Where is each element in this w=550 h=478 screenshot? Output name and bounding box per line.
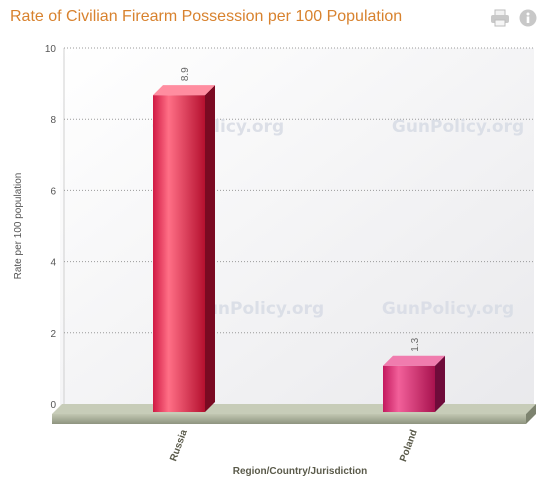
y-tick-label: 0 <box>50 400 56 411</box>
floor-front <box>52 414 526 424</box>
bar-top <box>383 355 445 366</box>
y-tick-labels: 0 2 4 6 8 10 <box>45 44 57 411</box>
printer-icon[interactable] <box>490 8 510 28</box>
x-axis-label: Region/Country/Jurisdiction <box>233 466 367 477</box>
chart-toolbar <box>490 8 538 28</box>
chart-title: Rate of Civilian Firearm Possession per … <box>10 8 403 25</box>
x-tick-label: Russia <box>168 428 190 463</box>
floor-top <box>52 404 536 414</box>
bar-side <box>205 85 215 412</box>
info-icon[interactable] <box>518 8 538 28</box>
bar-top <box>153 85 215 96</box>
bar-poland: 1.3 <box>383 337 445 412</box>
data-label: 1.3 <box>410 337 421 351</box>
y-tick-label: 8 <box>50 115 56 126</box>
plot-area <box>60 48 534 412</box>
y-tick-label: 6 <box>50 186 56 197</box>
bar-front <box>383 365 435 412</box>
floor-side <box>526 404 536 424</box>
watermark: GunPolicy.org <box>392 117 524 137</box>
y-tick-label: 4 <box>50 258 56 269</box>
x-tick-labels: Russia Poland <box>168 428 420 464</box>
bar-front <box>153 95 205 412</box>
y-axis-label: Rate per 100 population <box>13 173 24 280</box>
x-tick-label: Poland <box>398 428 420 463</box>
watermark: GunPolicy.org <box>382 299 514 319</box>
bars: 8.9 1.3 <box>153 67 445 412</box>
y-tick-label: 2 <box>50 329 56 340</box>
y-tick-label: 10 <box>45 44 57 55</box>
bar-side <box>435 355 445 412</box>
watermark: GunPolicy.org <box>192 299 324 319</box>
gridlines <box>64 47 534 334</box>
data-label: 8.9 <box>180 67 191 81</box>
bar-russia: 8.9 <box>153 67 215 412</box>
